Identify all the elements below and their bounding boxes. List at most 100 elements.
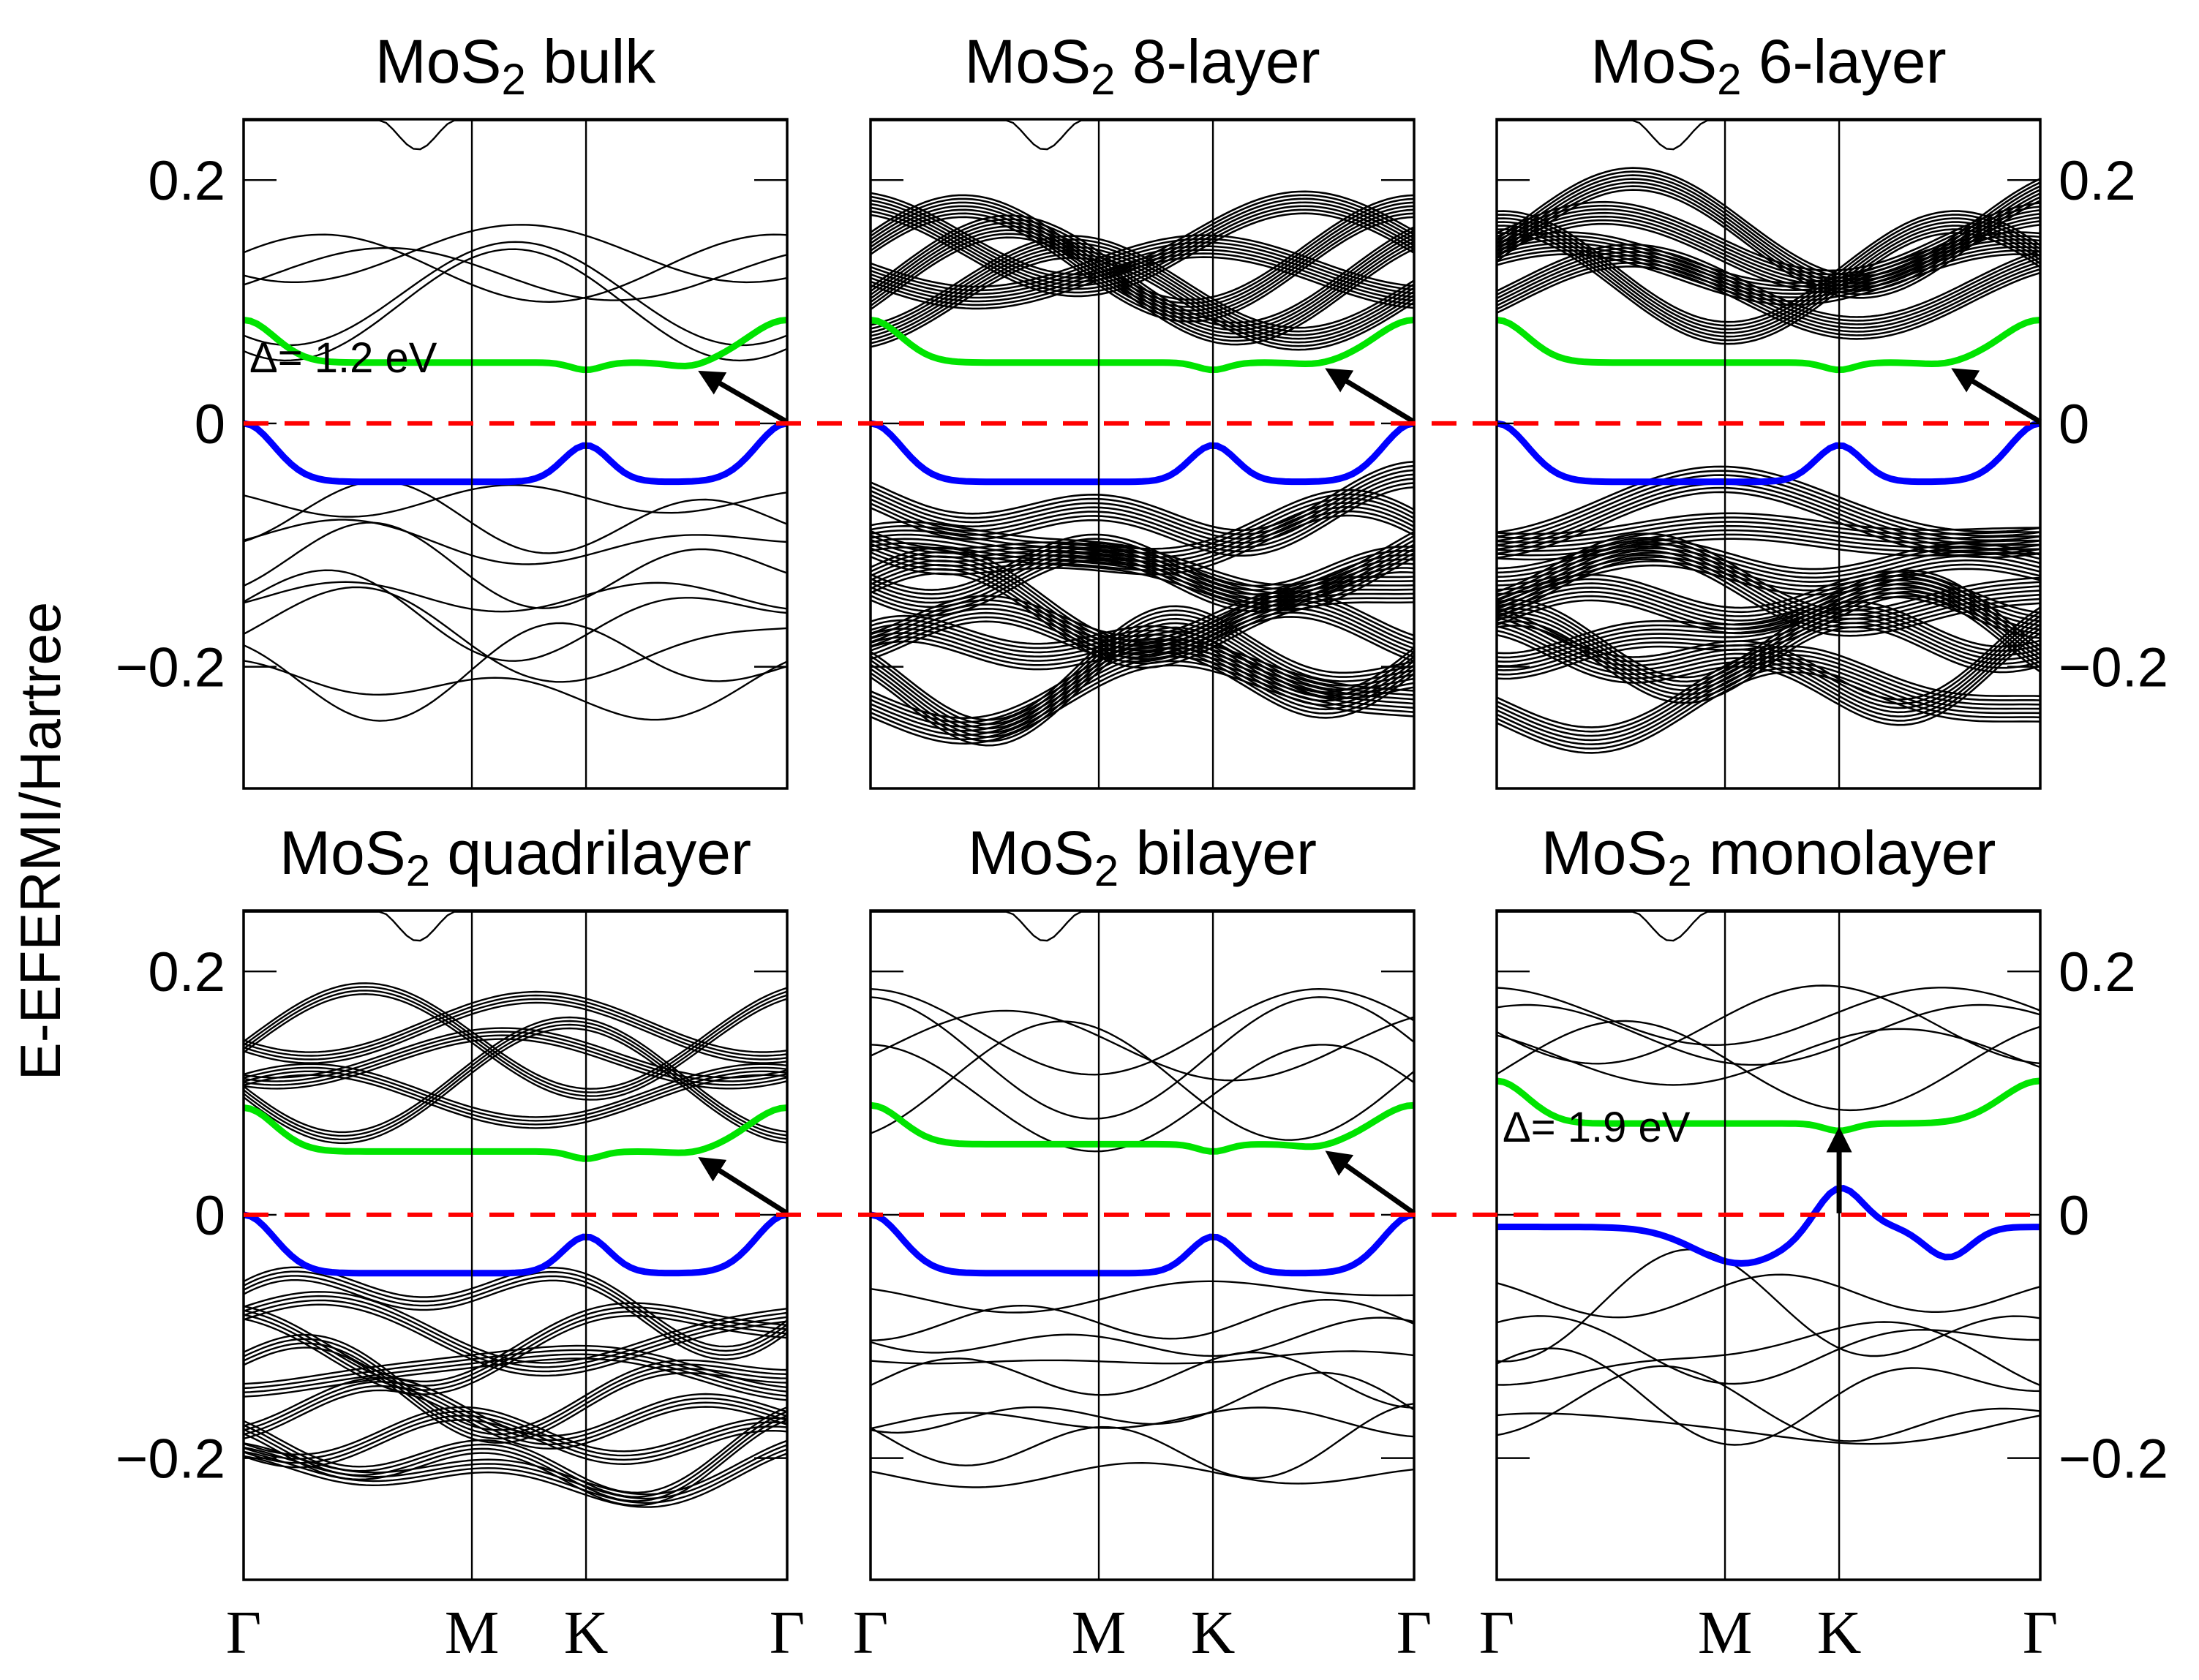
gap-arrow (1951, 368, 2042, 424)
conduction-band-line (871, 987, 1414, 1076)
upper-band-line (871, 911, 1414, 942)
valence-band-line (871, 1316, 1414, 1357)
valence-band-maximum (871, 420, 1414, 486)
conduction-band-line (871, 197, 1414, 283)
valence-band-line (1497, 1321, 2040, 1387)
conduction-band-line (871, 216, 1414, 323)
valence-band-line (244, 1453, 787, 1508)
conduction-band-minimum (244, 317, 787, 374)
y-tick-label: −0.2 (116, 1428, 225, 1491)
conduction-band-line (871, 238, 1414, 333)
conduction-band-line (244, 1027, 787, 1079)
conduction-band-line (1497, 257, 2040, 333)
valence-band-line (1497, 1248, 2040, 1363)
valence-band-line (244, 1385, 787, 1446)
valence-band-line (1497, 512, 2040, 535)
conduction-band-line (1497, 178, 2040, 288)
conduction-band-line (1497, 221, 2040, 334)
conduction-band-line (1497, 189, 2040, 299)
valence-band-line (1497, 1347, 2040, 1446)
panel-5: MoS2 bilayer Γ M K Γ (853, 818, 1432, 1667)
valence-band-line (244, 1338, 787, 1436)
valence-band-line (244, 1266, 787, 1348)
y-tick-label: 0.2 (2059, 150, 2136, 212)
valence-band-line (871, 611, 1414, 659)
valence-band-line (1497, 603, 2040, 683)
valence-band-line (244, 1346, 787, 1444)
valence-band-line (1497, 554, 2040, 633)
conduction-band-line (871, 208, 1414, 294)
kpoint-label: M (1698, 1599, 1753, 1667)
conduction-band-line (871, 194, 1414, 301)
kpoint-label: Γ (226, 1599, 262, 1667)
band-lines (871, 119, 1414, 747)
valence-band-line (244, 1353, 787, 1397)
y-tick-label: −0.2 (116, 637, 225, 699)
valence-band-line (871, 1371, 1414, 1434)
conduction-band-line (871, 190, 1414, 276)
conduction-band-line (244, 992, 787, 1101)
band-lines (244, 911, 787, 1508)
valence-band-maximum (244, 420, 787, 486)
conduction-band-line (244, 998, 787, 1061)
valence-band-line (871, 1350, 1414, 1365)
valence-band-line (244, 521, 787, 609)
panel-title: MoS2 bilayer (968, 818, 1317, 895)
conduction-band-line (871, 241, 1414, 295)
valence-band-line (244, 1303, 787, 1377)
valence-band-line (1497, 521, 2040, 543)
panel-title: MoS2 8-layer (964, 27, 1320, 104)
valence-band-line (1497, 516, 2040, 540)
valence-band-line (1497, 671, 2040, 754)
conduction-band-line (244, 990, 787, 1053)
valence-band-line (244, 1357, 787, 1401)
valence-band-line (244, 1448, 787, 1504)
valence-band-line (1497, 654, 2040, 737)
y-tick-label: 0.2 (2059, 941, 2136, 1003)
conduction-band-line (244, 1034, 787, 1086)
valence-band-line (871, 647, 1414, 728)
conduction-band-minimum (1497, 1077, 2040, 1134)
valence-band-maximum (1497, 1184, 2040, 1267)
valence-band-line (244, 1415, 787, 1464)
kpoint-label: M (445, 1599, 500, 1667)
conduction-band-line (871, 212, 1414, 298)
valence-band-line (871, 655, 1414, 737)
conduction-band-line (244, 1001, 787, 1064)
valence-band-line (1497, 543, 2040, 575)
valence-band-line (1497, 645, 2040, 728)
conduction-band-line (1497, 170, 2040, 281)
conduction-band-line (1497, 167, 2040, 277)
valence-band-maximum (871, 1211, 1414, 1277)
valence-band-maximum (1497, 420, 2040, 486)
conduction-band-line (871, 197, 1414, 304)
conduction-band-line (244, 986, 787, 1093)
valence-band-line (871, 643, 1414, 723)
valence-band-line (244, 1342, 787, 1440)
conduction-band-line (871, 242, 1414, 336)
conduction-band-line (244, 1038, 787, 1090)
conduction-band-line (1497, 1020, 2040, 1112)
panel-frame (242, 118, 789, 790)
conduction-band-line (1497, 228, 2040, 342)
valence-band-line (244, 1295, 787, 1368)
valence-band-line (244, 581, 787, 613)
conduction-band-line (871, 1009, 1414, 1082)
valence-band-line (1497, 666, 2040, 750)
valence-band-line (1497, 587, 2040, 631)
gap-label: Δ= 1.2 eV (249, 334, 437, 382)
valence-band-line (244, 660, 787, 721)
valence-band-line (244, 519, 787, 565)
conduction-band-line (871, 214, 1414, 324)
conduction-band-line (244, 233, 787, 304)
valence-band-line (244, 1279, 787, 1360)
valence-band-line (871, 639, 1414, 720)
conduction-band-line (1497, 214, 2040, 327)
upper-band-line (244, 119, 787, 151)
conduction-band-line (871, 1044, 1414, 1153)
conduction-band-line (1497, 987, 2040, 1047)
gap-arrow (698, 370, 789, 424)
conduction-band-line (871, 996, 1414, 1120)
valence-band-line (244, 586, 787, 683)
panel-frame (869, 118, 1416, 790)
